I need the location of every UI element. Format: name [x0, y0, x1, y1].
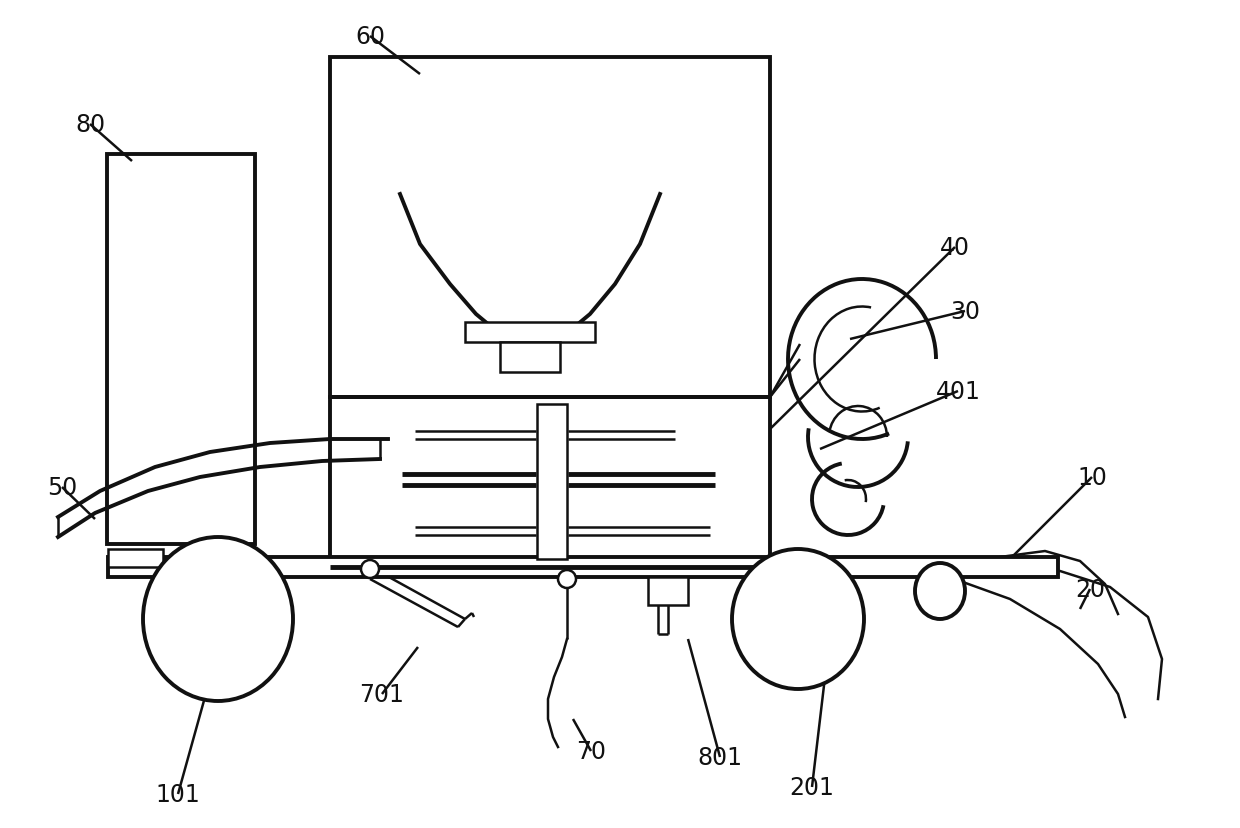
Text: 701: 701 [360, 682, 404, 706]
Text: 80: 80 [74, 113, 105, 137]
Ellipse shape [915, 563, 965, 619]
Text: 10: 10 [1078, 465, 1107, 489]
Bar [108, 557, 1058, 577]
Bar [108, 549, 162, 567]
Bar [107, 155, 255, 544]
Bar [330, 397, 770, 567]
Ellipse shape [143, 537, 293, 701]
Bar [500, 343, 560, 373]
Ellipse shape [732, 549, 864, 689]
Text: 30: 30 [950, 300, 980, 324]
Circle shape [361, 561, 379, 578]
Bar [330, 58, 770, 397]
Text: 20: 20 [1075, 577, 1105, 601]
Text: 60: 60 [355, 25, 384, 49]
Text: 801: 801 [698, 745, 743, 769]
Text: 201: 201 [790, 775, 835, 799]
Text: 40: 40 [940, 236, 970, 260]
Text: 401: 401 [935, 379, 981, 403]
Text: 50: 50 [47, 475, 77, 499]
Circle shape [558, 570, 577, 588]
Bar [649, 577, 688, 605]
Bar [537, 405, 567, 560]
Bar [465, 323, 595, 343]
Text: 101: 101 [156, 782, 201, 806]
Text: 70: 70 [577, 739, 606, 763]
